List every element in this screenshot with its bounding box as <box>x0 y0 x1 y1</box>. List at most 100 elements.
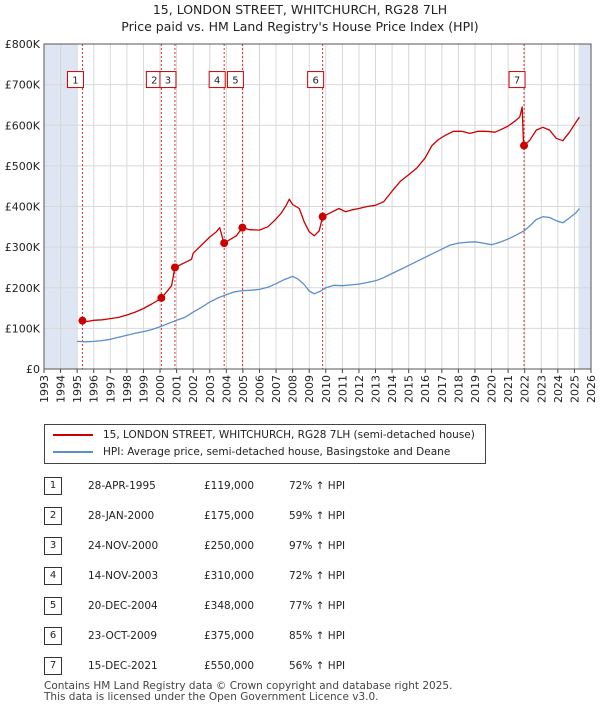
footer-licence: This data is licensed under the Open Gov… <box>44 691 379 703</box>
sale-label: 1 <box>72 76 78 87</box>
price-chart: £0 £100K £200K £300K £400K £500K £600K £700K £80… <box>5 38 598 403</box>
x-tick-label: 2000 <box>154 375 167 403</box>
sale-label: 2 <box>151 76 157 87</box>
table-row: 2 28-JAN-2000 £175,000 59% ↑ HPI <box>44 501 345 531</box>
x-tick-label: 2026 <box>585 375 598 403</box>
x-tick-label: 2001 <box>171 375 184 403</box>
y-tick-label: £200K <box>5 282 41 295</box>
sale-label: 4 <box>214 76 220 87</box>
table-row: 6 23-OCT-2009 £375,000 85% ↑ HPI <box>44 621 345 651</box>
hpi-line <box>77 208 580 343</box>
chart-title: 15, LONDON STREET, WHITCHURCH, RG28 7LH <box>152 2 448 17</box>
sale-label-box <box>208 71 226 89</box>
x-tick-label: 1995 <box>71 375 84 403</box>
sale-date: 14-NOV-2003 <box>88 570 159 582</box>
sale-date: 20-DEC-2004 <box>88 600 158 612</box>
sale-number: 6 <box>44 627 62 645</box>
sale-hpi: 59% ↑ HPI <box>289 510 346 522</box>
y-tick-label: £400K <box>5 201 41 214</box>
x-tick-label: 2010 <box>320 375 333 403</box>
sale-label-box <box>226 71 244 89</box>
sale-hpi: 77% ↑ HPI <box>289 600 346 612</box>
y-tick-label: £600K <box>5 119 41 132</box>
sale-price: £250,000 <box>204 540 255 552</box>
table-row: 4 14-NOV-2003 £310,000 72% ↑ HPI <box>44 561 345 591</box>
x-tick-label: 2008 <box>287 375 300 403</box>
plot-border <box>43 43 592 370</box>
x-tick-label: 2009 <box>303 375 316 403</box>
sale-price: £375,000 <box>204 630 255 642</box>
x-tick-label: 2023 <box>535 375 548 403</box>
legend-item-hpi: HPI: Average price, semi-detached house,… <box>53 444 450 460</box>
y-tick-label: £500K <box>5 160 41 173</box>
y-tick-label: £700K <box>5 79 41 92</box>
sale-date: 28-JAN-2000 <box>88 510 155 522</box>
x-tick-label: 1999 <box>137 375 150 403</box>
sale-date: 15-DEC-2021 <box>88 660 158 672</box>
x-tick-label: 1993 <box>38 375 51 403</box>
sale-point <box>520 141 529 150</box>
sale-number: 3 <box>44 537 62 555</box>
x-tick-label: 2016 <box>419 375 432 403</box>
sale-label: 6 <box>312 76 318 87</box>
sale-hpi: 85% ↑ HPI <box>289 630 346 642</box>
sale-number: 4 <box>44 567 62 585</box>
y-tick-label: £800K <box>5 38 41 51</box>
legend-label-property: 15, LONDON STREET, WHITCHURCH, RG28 7LH … <box>103 429 475 441</box>
sale-point <box>220 239 229 248</box>
legend-label-hpi: HPI: Average price, semi-detached house,… <box>103 446 451 458</box>
sale-price: £119,000 <box>204 480 255 492</box>
x-tick-label: 2005 <box>237 375 250 403</box>
legend-item-property: 15, LONDON STREET, WHITCHURCH, RG28 7LH … <box>53 427 475 443</box>
sale-price: £310,000 <box>204 570 255 582</box>
y-tick-label: £0 <box>26 363 40 376</box>
x-tick-label: 2014 <box>386 375 399 403</box>
table-row: 7 15-DEC-2021 £550,000 56% ↑ HPI <box>44 651 345 681</box>
x-tick-label: 2022 <box>519 375 532 403</box>
x-tick-label: 1998 <box>121 375 134 403</box>
sale-point <box>238 223 247 232</box>
sale-label-box <box>307 71 325 89</box>
x-tick-label: 1997 <box>104 375 117 403</box>
x-tick-label: 2015 <box>403 375 416 403</box>
sale-point <box>157 293 166 302</box>
sale-price: £348,000 <box>204 600 255 612</box>
sale-price: £175,000 <box>204 510 255 522</box>
x-tick-label: 2025 <box>568 375 581 403</box>
table-row: 5 20-DEC-2004 £348,000 77% ↑ HPI <box>44 591 345 621</box>
sale-point <box>170 263 179 272</box>
sale-hpi: 72% ↑ HPI <box>289 570 346 582</box>
x-tick-label: 2004 <box>220 375 233 403</box>
x-tick-label: 2002 <box>187 375 200 403</box>
sale-hpi: 56% ↑ HPI <box>289 660 346 672</box>
sale-number: 1 <box>44 477 62 495</box>
footer-copyright: Contains HM Land Registry data © Crown c… <box>44 680 453 692</box>
footer: Contains HM Land Registry data © Crown c… <box>44 681 452 703</box>
sale-label: 5 <box>232 76 238 87</box>
x-tick-label: 1994 <box>55 375 68 403</box>
x-tick-label: 2006 <box>253 375 266 403</box>
sales-table: 1 28-APR-1995 £119,000 72% ↑ HPI 2 28-JA… <box>44 471 345 681</box>
chart-subtitle: Price paid vs. HM Land Registry's House … <box>121 19 479 34</box>
x-tick-label: 2021 <box>502 375 515 403</box>
table-row: 3 24-NOV-2000 £250,000 97% ↑ HPI <box>44 531 345 561</box>
x-tick-label: 2017 <box>436 375 449 403</box>
sale-date: 23-OCT-2009 <box>88 630 157 642</box>
sale-label-box <box>508 71 526 89</box>
sale-label-box <box>159 71 177 89</box>
sale-label: 7 <box>514 76 520 87</box>
sale-number: 2 <box>44 507 62 525</box>
sale-date: 24-NOV-2000 <box>88 540 159 552</box>
x-tick-label: 2024 <box>552 375 565 403</box>
x-tick-label: 1996 <box>88 375 101 403</box>
x-tick-label: 2019 <box>469 375 482 403</box>
sale-price: £550,000 <box>204 660 255 672</box>
sale-hpi: 72% ↑ HPI <box>289 480 346 492</box>
x-tick-label: 2013 <box>370 375 383 403</box>
legend-swatch-property <box>53 434 93 436</box>
sale-point <box>78 316 87 325</box>
x-tick-label: 2018 <box>452 375 465 403</box>
sale-point <box>318 212 327 221</box>
sale-number: 5 <box>44 597 62 615</box>
x-tick-label: 2011 <box>336 375 349 403</box>
